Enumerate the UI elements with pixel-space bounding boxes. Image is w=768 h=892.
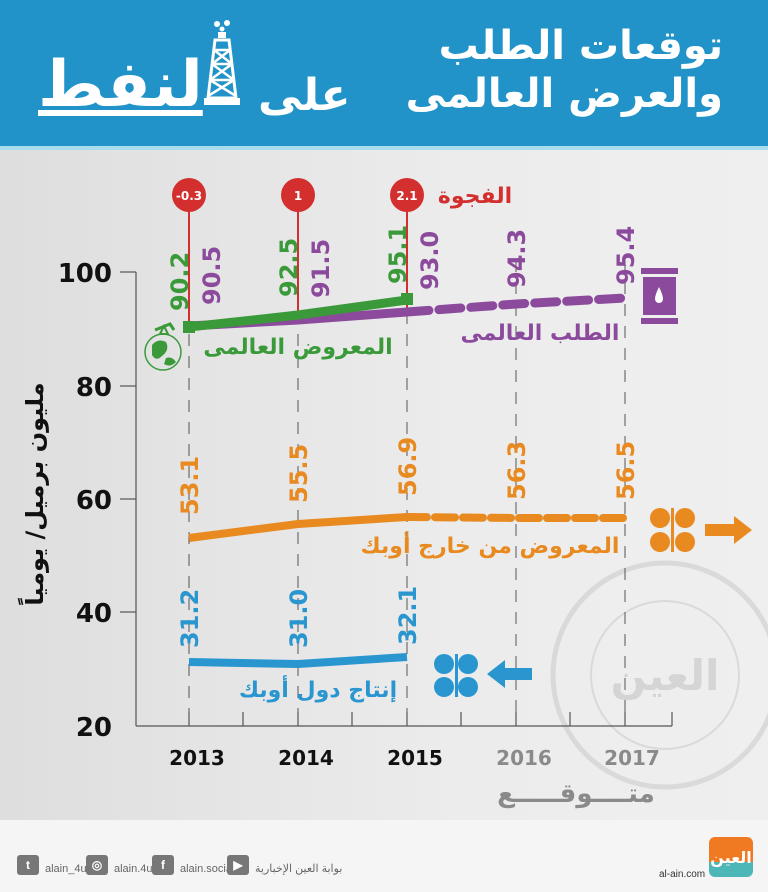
gap-value-2014: 1 xyxy=(294,189,302,203)
y-tick-labels: 100 80 60 40 20 xyxy=(58,259,112,743)
y-tick-80: 80 xyxy=(76,373,112,403)
y-tick-40: 40 xyxy=(76,599,112,629)
y-tick-60: 60 xyxy=(76,486,112,516)
title-line-2: والعرض العالمى xyxy=(405,71,723,117)
demand-label-2014: 91.5 xyxy=(307,239,335,298)
al-ain-logo: العين xyxy=(709,837,753,877)
social-label: alain_4u xyxy=(45,863,87,875)
footer xyxy=(0,820,768,892)
nonopec-label-2015: 56.9 xyxy=(394,437,422,496)
svg-text:العين: العين xyxy=(611,651,720,701)
header-divider xyxy=(0,146,768,150)
series-world-supply xyxy=(183,293,413,333)
globe-pump-icon xyxy=(144,322,182,371)
nonopec-label-2014: 55.5 xyxy=(285,444,313,503)
nonopec-label-2017: 56.5 xyxy=(612,441,640,500)
opec-label-2013: 31.2 xyxy=(176,589,204,648)
line-chart: العين 100 80 60 40 20 2013 2014 2015 201… xyxy=(58,178,768,809)
social-label: بوابة العين الإخبارية xyxy=(255,863,343,875)
demand-label-2016: 94.3 xyxy=(503,229,531,288)
twitter-icon: t xyxy=(17,855,39,875)
opec-logo-orange-icon xyxy=(650,508,695,552)
social-facebook[interactable]: f alain.social xyxy=(152,855,234,875)
social-label: alain.4u xyxy=(114,863,153,875)
supply-label-2013: 90.2 xyxy=(166,252,194,311)
forecast-label: متــــوقـــــع xyxy=(497,779,655,809)
opec-logo-blue-icon xyxy=(434,654,478,697)
site-link[interactable]: al-ain.com xyxy=(659,869,706,880)
nonopec-label-2013: 53.1 xyxy=(176,456,204,515)
world-demand-name: الطلب العالمى xyxy=(461,321,620,346)
x-tick-2013: 2013 xyxy=(169,746,225,770)
gap-title: الفجوة xyxy=(438,184,512,209)
opec-label-2014: 31.0 xyxy=(285,589,313,648)
y-tick-20: 20 xyxy=(76,713,112,743)
y-axis xyxy=(120,271,673,727)
demand-label-2015: 93.0 xyxy=(416,231,444,290)
x-tick-2015: 2015 xyxy=(387,746,443,770)
world-supply-name: المعروض العالمى xyxy=(203,335,392,360)
page-title: توقعات الطلب والعرض العالمى xyxy=(406,22,723,118)
facebook-icon: f xyxy=(152,855,174,875)
nonopec-label-2016: 56.3 xyxy=(503,441,531,500)
social-label: alain.social xyxy=(180,863,235,875)
supply-label-2015: 95.1 xyxy=(384,225,412,284)
social-instagram[interactable]: ◎ alain.4u xyxy=(86,855,153,875)
title-line-1: توقعات الطلب xyxy=(438,23,723,69)
gap-markers: -0.3 1 2.1 الفجوة xyxy=(172,178,512,328)
brand-prefix: على xyxy=(258,70,351,121)
supply-label-2014: 92.5 xyxy=(275,238,303,297)
x-tick-2016: 2016 xyxy=(496,746,552,770)
chart-area xyxy=(0,150,768,820)
non-opec-name: المعروض من خارج أوبك xyxy=(361,530,620,559)
opec-label-2015: 32.1 xyxy=(394,586,422,645)
arrow-left-icon xyxy=(487,660,532,688)
arrow-right-icon xyxy=(705,516,752,544)
gap-value-2015: 2.1 xyxy=(396,189,417,203)
oil-rig-icon xyxy=(204,20,240,105)
watermark-stamp: العين xyxy=(550,560,768,790)
social-twitter[interactable]: t alain_4u xyxy=(17,855,87,875)
social-youtube[interactable]: ▶ بوابة العين الإخبارية xyxy=(227,855,342,875)
opec-name: إنتاج دول أوبك xyxy=(239,674,397,703)
demand-label-2017: 95.4 xyxy=(612,226,640,285)
demand-label-2013: 90.5 xyxy=(198,246,226,305)
series-opec-production xyxy=(188,653,408,668)
x-tick-2014: 2014 xyxy=(278,746,334,770)
x-tick-2017: 2017 xyxy=(604,746,660,770)
y-tick-100: 100 xyxy=(58,259,112,289)
brand-name: لنفط xyxy=(38,48,203,122)
oil-barrel-icon xyxy=(641,268,678,324)
youtube-icon: ▶ xyxy=(227,855,249,875)
gap-value-2013: -0.3 xyxy=(176,189,202,203)
series-non-opec-supply xyxy=(188,513,629,542)
instagram-icon: ◎ xyxy=(86,855,108,875)
header-banner: توقعات الطلب والعرض العالمى على لنفط xyxy=(0,0,768,146)
